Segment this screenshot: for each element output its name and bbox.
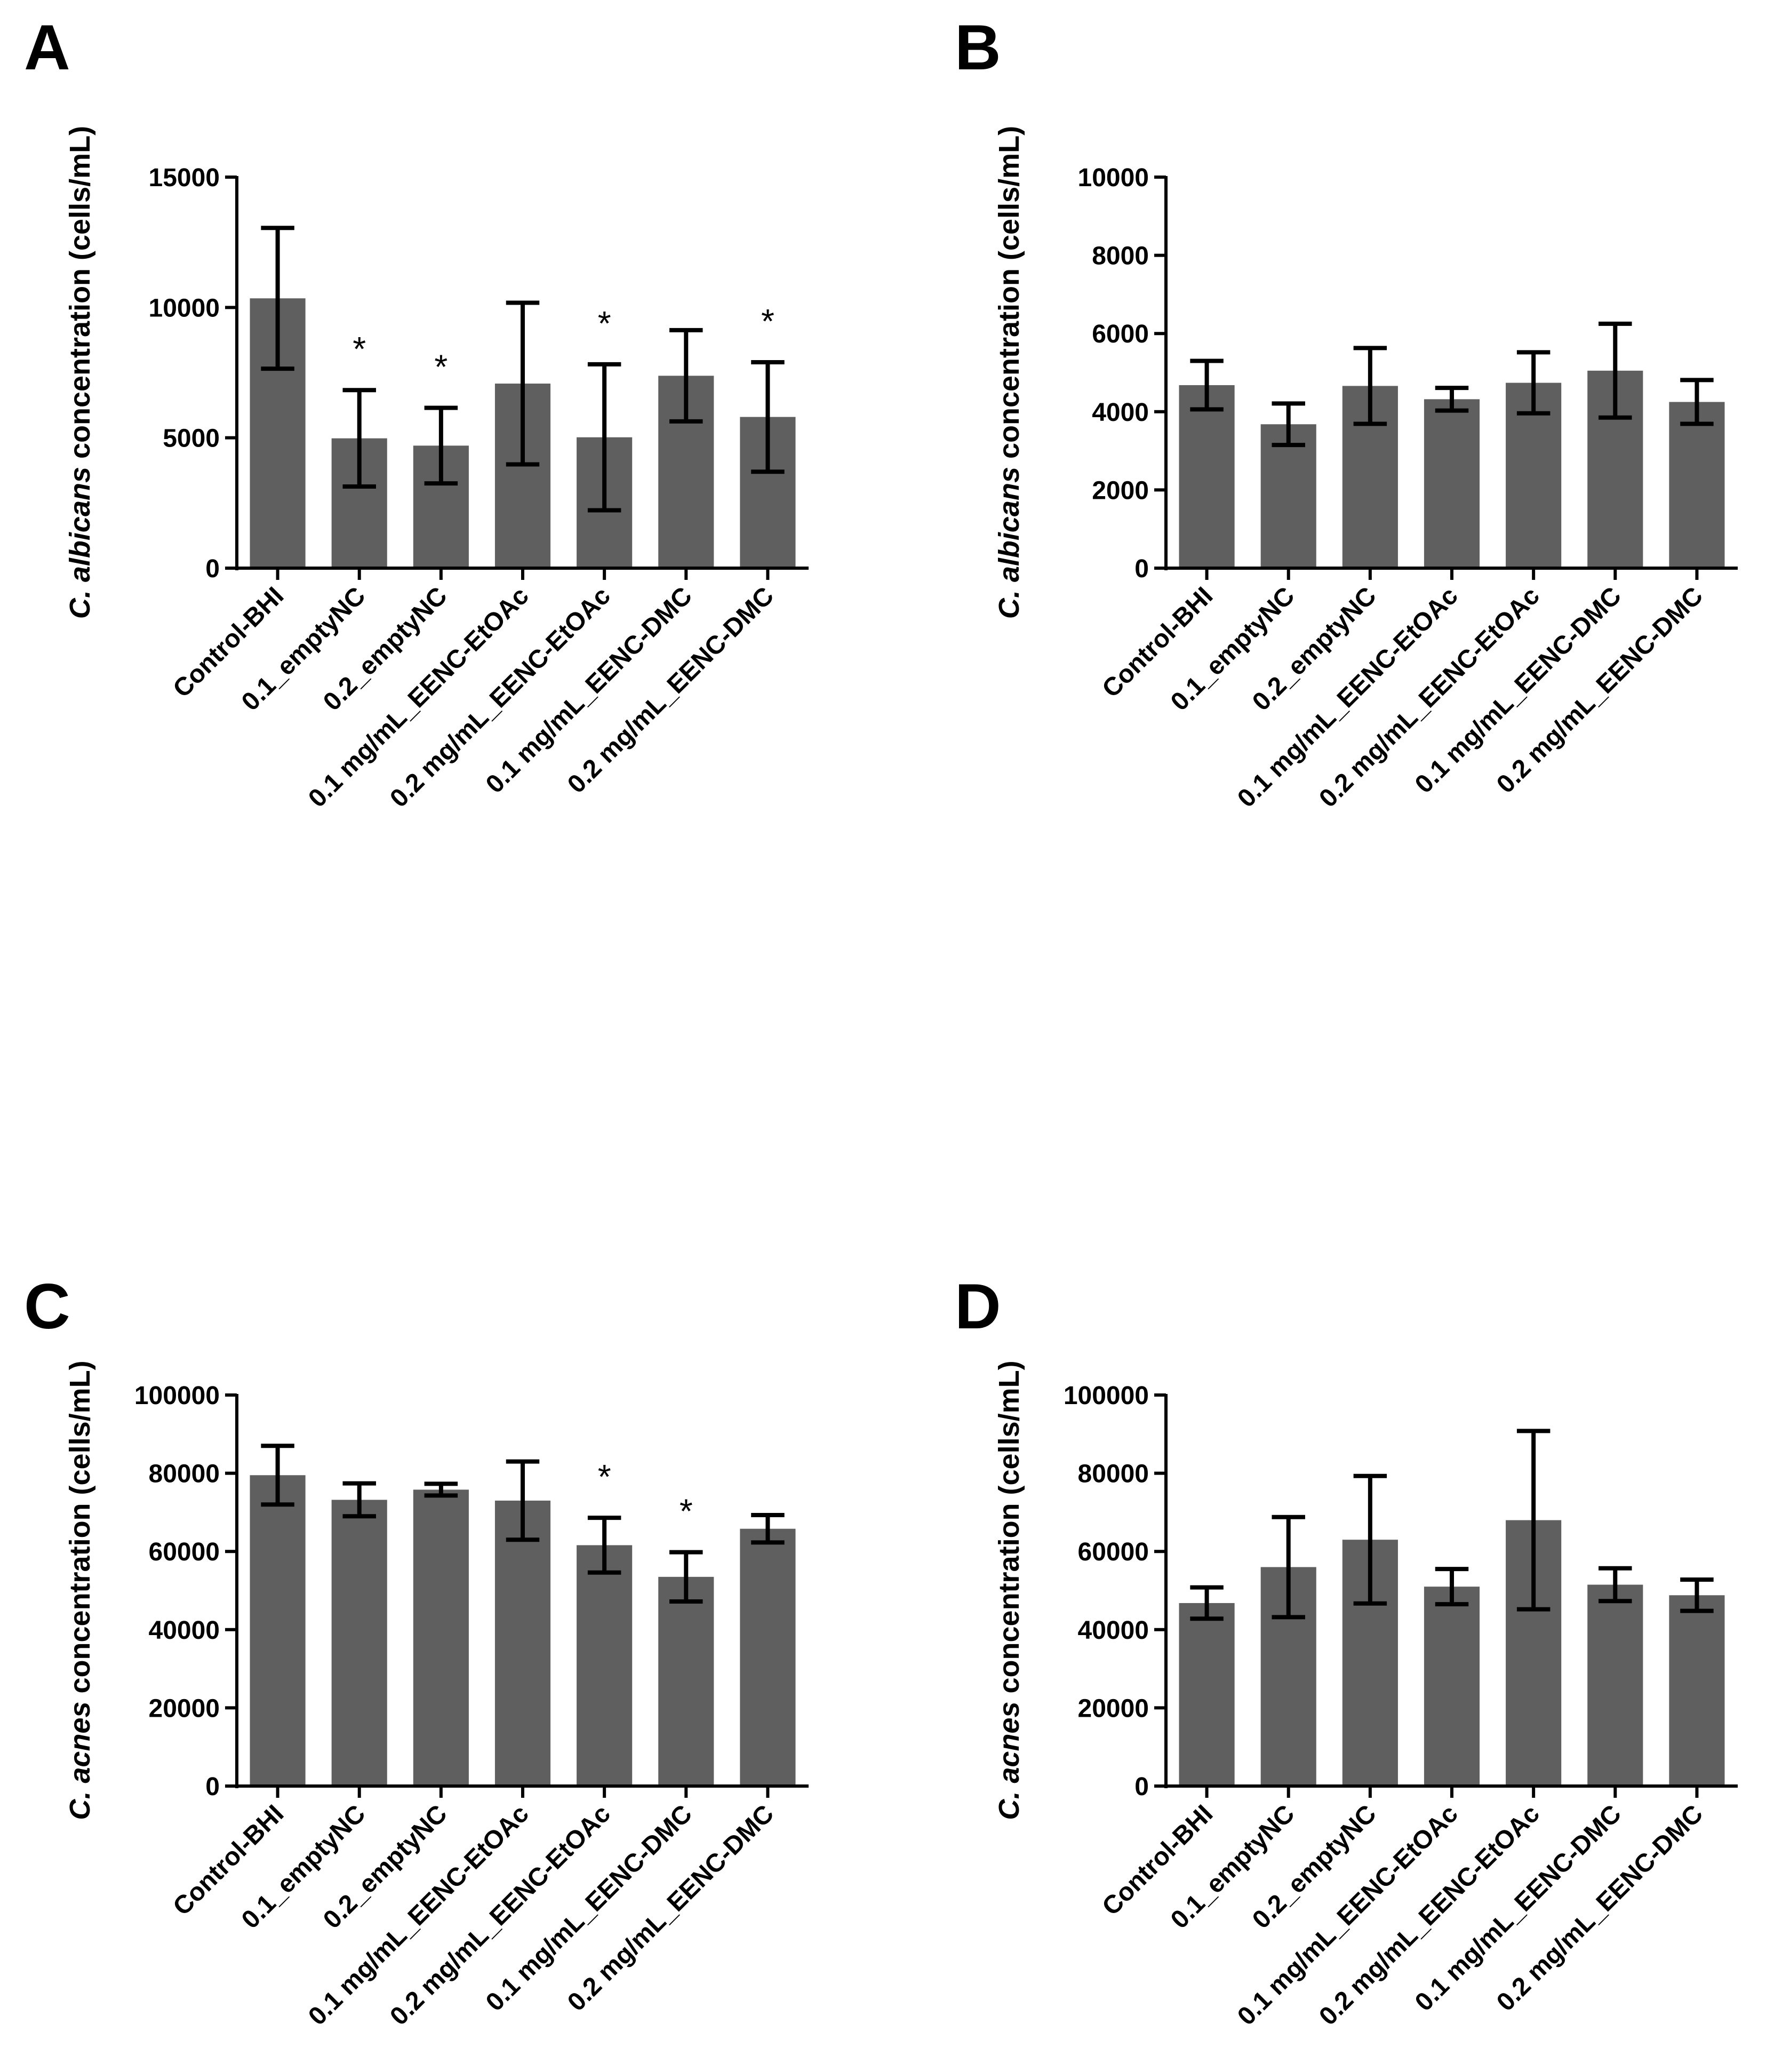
error-bar <box>1680 378 1714 426</box>
y-axis-title-species: C. albicans <box>993 467 1025 619</box>
error-bar <box>751 1513 785 1545</box>
bar <box>413 1489 469 1786</box>
error-bar <box>1680 1577 1714 1613</box>
y-axis-title-species: C. acnes <box>64 1702 96 1820</box>
y-axis-title-species: C. albicans <box>64 467 96 619</box>
y-tick-label: 0 <box>1134 1773 1149 1801</box>
y-tick-label: 2000 <box>1092 476 1149 505</box>
significance-marker: * <box>598 304 611 342</box>
y-axis-title-suffix: concentration (cells/mL) <box>64 126 96 467</box>
y-tick-label: 10000 <box>149 294 220 322</box>
panel-letter: C <box>24 1271 70 1342</box>
error-bar <box>1353 1473 1387 1606</box>
y-axis-title: C. albicans concentration (cells/mL) <box>64 126 96 619</box>
error-bar <box>669 328 703 424</box>
chart-panel-b: B0200040006000800010000Control-BHI0.1_em… <box>955 12 1738 813</box>
chart-panel-a: A* ** *050001000015000Control-BHI0.1_empty… <box>24 12 809 813</box>
bar <box>658 1576 714 1786</box>
error-bar <box>342 1481 376 1519</box>
y-tick-label: 100000 <box>134 1382 220 1410</box>
panel-letter: B <box>955 12 1001 83</box>
significance-marker: * <box>761 302 774 340</box>
error-bar <box>424 405 458 486</box>
y-tick-label: 60000 <box>1078 1538 1149 1566</box>
error-bar <box>587 1516 621 1575</box>
significance-marker: * <box>434 347 448 386</box>
y-tick-label: 40000 <box>1078 1616 1149 1645</box>
bar <box>494 1500 551 1786</box>
bar <box>1424 399 1480 568</box>
bar <box>1179 1603 1235 1786</box>
y-axis-title-suffix: concentration (cells/mL) <box>993 126 1025 467</box>
y-tick-label: 0 <box>205 555 220 583</box>
panel-letter: D <box>955 1271 1001 1342</box>
significance-marker: * <box>680 1492 693 1531</box>
y-tick-label: 5000 <box>163 425 220 453</box>
y-tick-label: 8000 <box>1092 242 1149 270</box>
y-tick-label: 60000 <box>149 1538 220 1566</box>
error-bar <box>751 360 785 474</box>
y-tick-label: 0 <box>1134 555 1149 583</box>
y-tick-label: 15000 <box>149 164 220 192</box>
error-bar <box>506 1459 540 1542</box>
panel-letter: A <box>24 12 70 83</box>
bar <box>577 1545 633 1786</box>
bar <box>740 1528 796 1786</box>
y-tick-label: 40000 <box>149 1616 220 1645</box>
y-axis-title-suffix: concentration (cells/mL) <box>993 1360 1025 1701</box>
y-tick-label: 10000 <box>1078 164 1149 192</box>
error-bar <box>1190 1585 1224 1621</box>
y-axis-title-species: C. acnes <box>993 1702 1025 1820</box>
error-bar <box>669 1550 703 1604</box>
bar <box>1669 402 1725 568</box>
chart-panel-d: D020000400006000080000100000Control-BHI0… <box>955 1271 1738 2031</box>
error-bar <box>1599 1566 1632 1604</box>
y-axis-title: C. albicans concentration (cells/mL) <box>993 126 1025 619</box>
y-tick-label: 20000 <box>149 1694 220 1723</box>
chart-panel-c: C**020000400006000080000100000Control-BH… <box>24 1271 809 2031</box>
significance-marker: * <box>598 1457 611 1496</box>
significance-marker: * <box>353 330 366 368</box>
bar <box>1587 1584 1643 1786</box>
error-bar <box>261 226 294 371</box>
error-bar <box>1435 1567 1469 1607</box>
bar <box>331 1500 387 1786</box>
error-bar <box>1516 350 1551 416</box>
y-axis-title-suffix: concentration (cells/mL) <box>64 1360 96 1701</box>
y-tick-label: 100000 <box>1064 1382 1149 1410</box>
y-axis-title: C. acnes concentration (cells/mL) <box>64 1360 96 1820</box>
bar <box>1179 385 1235 568</box>
y-tick-label: 20000 <box>1078 1694 1149 1723</box>
y-tick-label: 80000 <box>149 1460 220 1488</box>
error-bar <box>1353 346 1387 426</box>
bar <box>250 1475 306 1786</box>
error-bar <box>424 1481 458 1498</box>
error-bar <box>1435 386 1469 413</box>
y-axis-title: C. acnes concentration (cells/mL) <box>993 1360 1025 1820</box>
error-bar <box>342 388 376 489</box>
y-tick-label: 0 <box>205 1773 220 1801</box>
bar <box>1260 424 1316 568</box>
y-tick-label: 80000 <box>1078 1460 1149 1488</box>
error-bar <box>1272 401 1305 448</box>
error-bar <box>1516 1429 1551 1612</box>
error-bar <box>506 300 540 467</box>
bar <box>1424 1587 1480 1786</box>
error-bar <box>1190 358 1224 412</box>
y-tick-label: 6000 <box>1092 320 1149 348</box>
error-bar <box>1272 1515 1305 1620</box>
error-bar <box>261 1444 294 1507</box>
error-bar <box>1599 321 1632 420</box>
error-bar <box>587 362 621 513</box>
bar <box>1669 1595 1725 1786</box>
y-tick-label: 4000 <box>1092 399 1149 427</box>
